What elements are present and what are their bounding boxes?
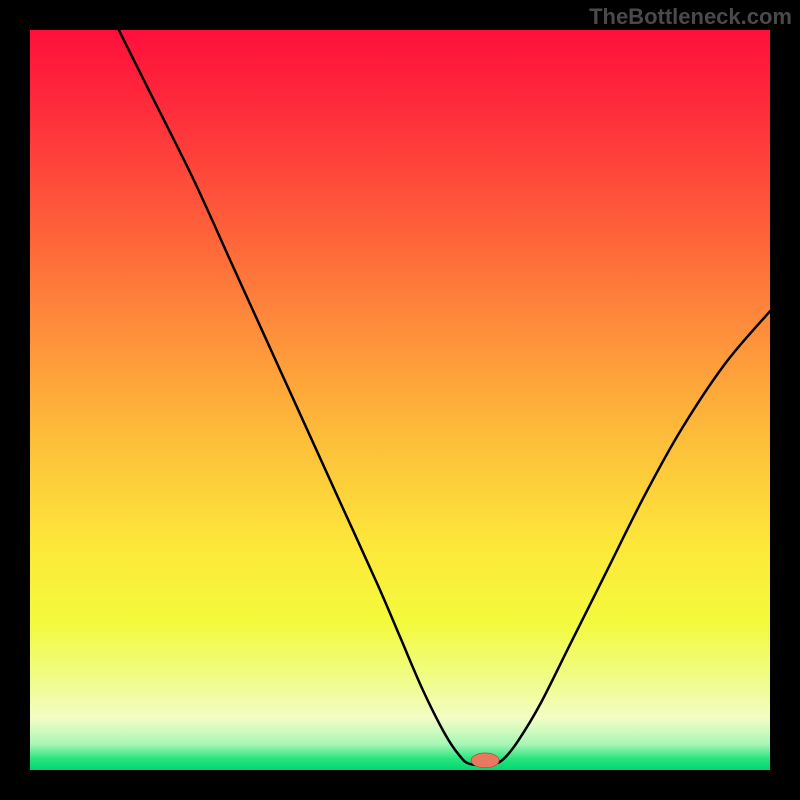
optimal-marker <box>471 753 499 768</box>
chart-container: TheBottleneck.com <box>0 0 800 800</box>
gradient-background <box>30 30 770 770</box>
bottleneck-chart <box>0 0 800 800</box>
watermark-text: TheBottleneck.com <box>589 4 792 30</box>
